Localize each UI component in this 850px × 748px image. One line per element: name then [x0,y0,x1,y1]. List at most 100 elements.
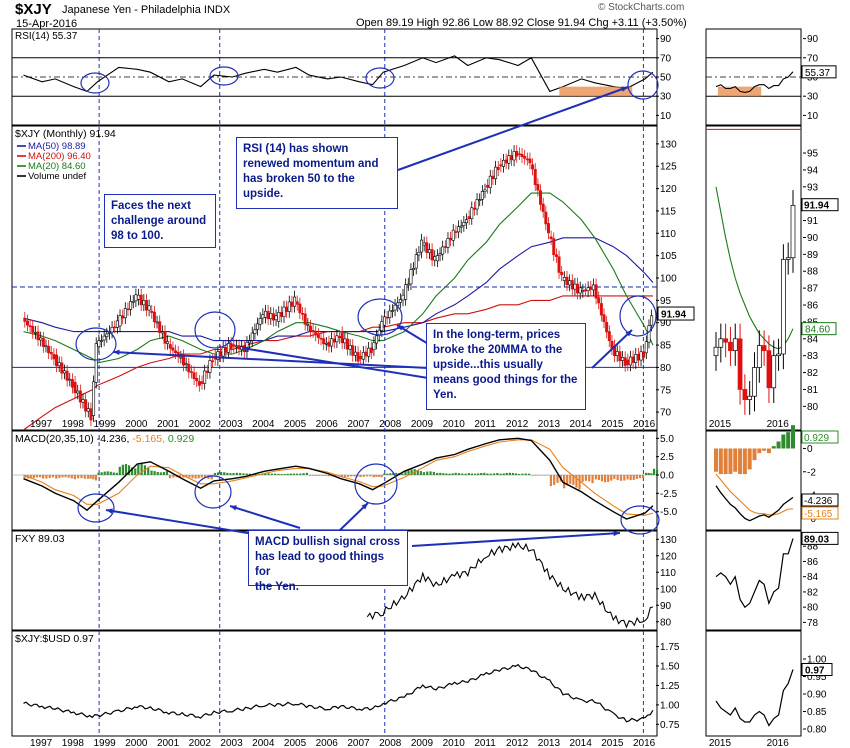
candle-body [269,313,273,319]
macd-histogram-bar [147,467,150,475]
ratio-title: $XJY:$USD 0.97 [15,633,94,645]
macd-histogram-bar [549,475,552,486]
candle-body [129,301,133,310]
macd-histogram-bar [131,467,134,475]
candle-body [195,377,199,382]
zoom-bottom-x-tick: 2016 [767,738,790,748]
zoom-price-tick: 81 [807,385,819,396]
candle-body [308,325,312,332]
macd-histogram-bar [92,475,95,480]
candle-body [335,335,339,343]
zoom-macd-hist [747,448,752,470]
macd-histogram-bar [280,474,283,475]
candle-body [81,399,85,403]
zoom-candle-body [723,338,728,343]
annotation-longterm: In the long-term, prices broke the 20MMA… [426,323,586,410]
macd-histogram-bar [242,473,245,475]
macd-histogram-bar [464,473,467,475]
macd-histogram-bar [248,473,251,475]
legend-entry: MA(200) 96.40 [28,151,91,162]
zoom-fxy-line [715,538,794,609]
candle-body [475,199,479,210]
candle-body [324,343,328,345]
macd-histogram-bar [340,475,344,478]
macd-signal-line [23,439,654,516]
zoom-price-tick: 83 [807,351,819,362]
zoom-candle-body [761,345,767,351]
macd-histogram-bar [483,472,486,475]
macd-histogram-bar [168,475,172,479]
rsi-tick-label: 90 [660,34,672,45]
longterm-arrow-1-head [113,349,120,356]
candle-body [115,320,119,328]
candle-body [102,335,106,341]
candle-body [301,312,305,315]
macd-histogram-bar [77,475,80,479]
macd-histogram-bar [395,472,398,475]
candle-body [237,345,241,350]
candle-body [602,314,606,323]
candle-body [152,311,156,323]
zoom-frame-ratio [705,630,802,737]
candle-body [295,301,299,305]
macd-histogram-bar [375,475,378,477]
candle-body [274,315,278,321]
annotation-line: has broken 50 to the [243,173,355,185]
candle-body [287,301,291,312]
candle-body [277,312,281,322]
price-x-tick: 2009 [411,419,434,430]
zoom-macd-hist [714,448,718,472]
macd-histogram-bar [401,473,404,475]
macd-histogram-bar [274,473,277,475]
zoom-candle-body [785,257,791,260]
candle-body [144,300,148,311]
macd-histogram-bar [283,474,286,475]
candle-body [118,315,122,327]
candle-body [414,254,418,269]
zoom-price-tick: 93 [807,182,819,193]
symbol-title: $XJY [15,1,52,18]
macd-histogram-bar [70,475,73,479]
annotation-line: RSI (14) has shown [243,143,349,155]
zoom-price-tick: 87 [807,284,819,295]
candle-body [626,359,630,366]
macd-histogram-bar [572,475,575,485]
candle-body [121,315,125,319]
macd-histogram-bar [48,475,51,479]
rsi-line [23,55,654,93]
longterm-arrow-3-head [397,325,404,331]
macd-histogram-bar [584,475,588,481]
zoom-ratio-tick: 1.00 [807,655,827,666]
macd-histogram-bar [353,475,356,477]
macd-histogram-bar [232,473,235,475]
candle-body [565,276,569,285]
zoom-candle-body [732,338,738,351]
macd-histogram-bar [641,475,645,479]
macd-histogram-bar [496,472,499,475]
zoom-price-tick: 80 [807,402,819,413]
ratio-line [23,663,654,723]
price-tick-label: 130 [660,139,677,150]
macd-histogram-bar [58,475,61,479]
macd-histogram-bar [566,475,569,486]
zoom-macd-hist [728,448,733,475]
candle-body [634,353,638,363]
annotation-line: In the long-term, prices [433,329,561,341]
candle-body [174,350,178,353]
candle-body [417,252,421,256]
candle-body [142,300,146,306]
candle-body [282,306,286,317]
macd-histogram-bar [569,475,572,484]
bottom-x-tick: 2001 [157,738,180,748]
zoom-price-tick: 89 [807,250,819,261]
candle-body [55,354,59,367]
candle-body [520,153,524,158]
candle-body [271,313,275,321]
macd-histogram-bar [377,475,381,477]
candle-body [62,370,66,374]
bottom-x-tick: 2013 [538,738,561,748]
macd-histogram-bar [159,472,162,475]
annotation-macd: MACD bullish signal cross has lead to go… [248,530,408,593]
candle-body [486,184,490,188]
